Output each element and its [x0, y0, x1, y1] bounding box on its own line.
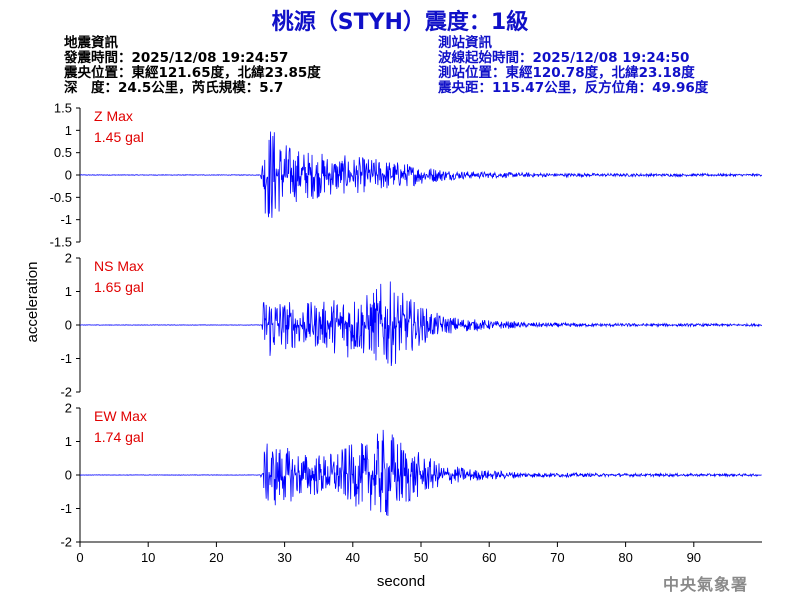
y-tick-label: -0.5: [50, 190, 72, 205]
panel-max-label: 1.45 gal: [94, 129, 144, 145]
y-tick-label: -1: [60, 212, 72, 227]
y-tick-label: 1: [65, 284, 72, 299]
y-tick-label: 1: [65, 123, 72, 138]
x-tick-label: 20: [209, 550, 223, 565]
y-tick-label: -1: [60, 351, 72, 366]
y-tick-label: 2: [65, 401, 72, 416]
depth-magnitude: 深 度：24.5公里，芮氏規模：5.7: [64, 80, 284, 96]
y-tick-label: 0.5: [54, 145, 72, 160]
y-tick-label: 2: [65, 251, 72, 266]
x-tick-label: 0: [76, 550, 83, 565]
y-axis-title: acceleration: [24, 262, 41, 343]
x-tick-label: 30: [277, 550, 291, 565]
y-tick-label: 0: [65, 168, 72, 183]
panel-max-label: 1.74 gal: [94, 429, 144, 445]
epicenter-location: 震央位置：東經121.65度，北緯23.85度: [64, 65, 321, 81]
panel-component-label: Z Max: [94, 108, 133, 124]
x-axis-title: second: [377, 573, 425, 590]
y-tick-label: -2: [60, 535, 72, 550]
x-tick-label: 50: [414, 550, 428, 565]
x-tick-label: 90: [687, 550, 701, 565]
station-location: 測站位置：東經120.78度，北緯23.18度: [438, 65, 695, 81]
earthquake-time: 發震時間：2025/12/08 19:24:57: [64, 50, 289, 66]
station-info-block: 測站資訊 波線起始時間：2025/12/08 19:24:50 測站位置：東經1…: [438, 36, 708, 96]
y-tick-label: -1: [60, 501, 72, 516]
panel-component-label: NS Max: [94, 258, 144, 274]
y-tick-label: 1.5: [54, 101, 72, 116]
waveform-trace: [79, 281, 763, 367]
earthquake-info-block: 地震資訊 發震時間：2025/12/08 19:24:57 震央位置：東經121…: [64, 36, 321, 96]
waveform-trace: [79, 429, 762, 516]
x-tick-label: 80: [618, 550, 632, 565]
x-tick-label: 70: [550, 550, 564, 565]
x-tick-label: 60: [482, 550, 496, 565]
station-info-heading: 測站資訊: [438, 35, 492, 51]
y-tick-label: 0: [65, 468, 72, 483]
panel-max-label: 1.65 gal: [94, 279, 144, 295]
waveform-trace: [79, 131, 763, 218]
wave-start-time: 波線起始時間：2025/12/08 19:24:50: [438, 50, 690, 66]
x-tick-label: 10: [141, 550, 155, 565]
panel-component-label: EW Max: [94, 408, 147, 424]
earthquake-info-heading: 地震資訊: [64, 35, 118, 51]
x-tick-label: 40: [346, 550, 360, 565]
y-tick-label: -2: [60, 385, 72, 400]
y-tick-label: 1: [65, 434, 72, 449]
y-tick-label: -1.5: [50, 235, 72, 250]
agency-watermark: 中央氣象署: [662, 575, 748, 594]
y-tick-label: 0: [65, 318, 72, 333]
epicentral-distance: 震央距：115.47公里，反方位角：49.96度: [438, 80, 709, 96]
chart-title: 桃源（STYH）震度：1級: [271, 10, 529, 35]
